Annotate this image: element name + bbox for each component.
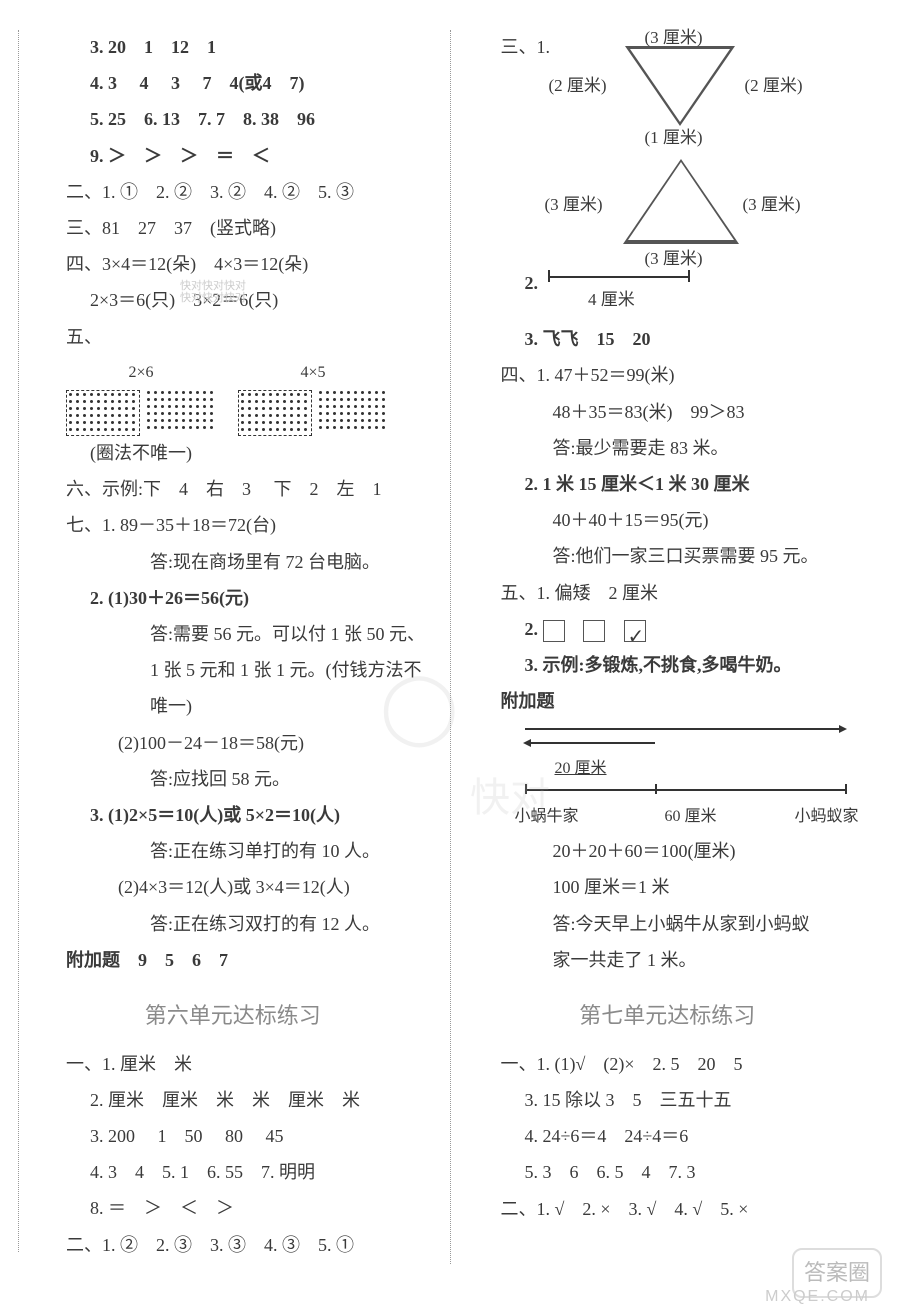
u6-q2: 二、1. ② 2. ③ 3. ③ 4. ③ 5. ① xyxy=(30,1228,436,1262)
ex-label: 60 厘米 xyxy=(665,802,717,832)
ex-label: 小蜗牛家 xyxy=(515,802,579,832)
note: (圈法不唯一) xyxy=(30,436,436,470)
triangle-down-icon xyxy=(625,46,735,126)
u7-q2: 二、1. √ 2. × 3. √ 4. √ 5. × xyxy=(465,1192,871,1226)
ex-conv: 100 厘米＝1 米 xyxy=(465,870,871,904)
seg-label: 4 厘米 xyxy=(588,284,635,316)
triangle-down-diagram: (3 厘米) (2 厘米) (2 厘米) (1 厘米) xyxy=(545,36,871,151)
segment-line-icon xyxy=(548,276,688,278)
triangle-up-icon xyxy=(623,159,739,244)
line-icon xyxy=(525,789,845,791)
dot-grid-group: 2×6 4×5 xyxy=(66,358,436,436)
section-4: 四、3×4＝12(朵) 4×3＝12(朵) xyxy=(30,247,436,281)
watermark-small: 快对快对快对快对快对快对 xyxy=(180,280,246,304)
tri-label: (2 厘米) xyxy=(745,70,803,102)
section-5: 五、 xyxy=(30,320,436,354)
ans-line: (2)100－24－18＝58(元) xyxy=(30,726,436,760)
ex-label: 小蚂蚁家 xyxy=(795,802,859,832)
dot-grid xyxy=(318,390,388,436)
tick-icon xyxy=(688,270,690,282)
section-6: 六、示例:下 4 右 3 下 2 左 1 xyxy=(30,472,436,506)
column-divider xyxy=(450,30,451,1264)
extra: 附加题 9 5 6 7 xyxy=(30,943,436,977)
arrow-left-icon xyxy=(525,742,655,744)
tri-label: (3 厘米) xyxy=(645,243,703,275)
tri-label: (1 厘米) xyxy=(645,122,703,154)
ans-line: 3. 20 1 12 1 xyxy=(30,30,436,64)
u7-line: 4. 24÷6＝4 24÷4＝6 xyxy=(465,1119,871,1153)
ans-line: 答:正在练习双打的有 12 人。 xyxy=(30,907,436,941)
ans-line: 5. 25 6. 13 7. 7 8. 38 96 xyxy=(30,102,436,136)
checkbox-icon xyxy=(583,620,605,642)
tri-label: (3 厘米) xyxy=(743,189,801,221)
u6-line: 4. 3 4 5. 1 6. 55 7. 明明 xyxy=(30,1155,436,1189)
ex-ans: 家一共走了 1 米。 xyxy=(465,943,871,977)
dot-grid xyxy=(238,390,312,436)
r5-3: 3. 示例:多锻炼,不挑食,多喝牛奶。 xyxy=(465,648,871,682)
extra-title: 附加题 xyxy=(465,684,871,718)
u7-line: 一、1. (1)√ (2)× 2. 5 20 5 xyxy=(465,1047,871,1081)
r5-1: 五、1. 偏矮 2 厘米 xyxy=(465,576,871,610)
u6-line: 3. 200 1 50 80 45 xyxy=(30,1119,436,1153)
ans-line: 2. (1)30＋26＝56(元) xyxy=(30,581,436,615)
checkbox-checked-icon xyxy=(624,620,646,642)
page: 3. 20 1 12 1 4. 3 4 3 7 4(或4 7) 5. 25 6.… xyxy=(0,0,900,1284)
dot-grid xyxy=(66,390,140,436)
ex-ans: 答:今天早上小蜗牛从家到小蚂蚁 xyxy=(465,907,871,941)
tick-icon xyxy=(845,784,847,794)
u6-line: 2. 厘米 厘米 米 米 厘米 米 xyxy=(30,1083,436,1117)
label: 2. xyxy=(525,619,539,639)
tri-label: (3 厘米) xyxy=(645,22,703,54)
r3-3: 3. 飞飞 15 20 xyxy=(465,322,871,356)
u7-line: 3. 15 除以 3 5 三五十五 xyxy=(465,1083,871,1117)
u6-line: 8. ＝ ＞ ＜ ＞ xyxy=(30,1191,436,1225)
ans-line: 3. (1)2×5＝10(人)或 5×2＝10(人) xyxy=(30,798,436,832)
ans-line: 答:正在练习单打的有 10 人。 xyxy=(30,834,436,868)
ans-line: 1 张 5 元和 1 张 1 元。(付钱方法不 xyxy=(30,653,436,687)
r4-1b: 48＋35＝83(米) 99＞83 xyxy=(465,395,871,429)
grid-label: 2×6 xyxy=(128,358,153,388)
ans-line: 答:需要 56 元。可以付 1 张 50 元、 xyxy=(30,617,436,651)
u7-line: 5. 3 6 6. 5 4 7. 3 xyxy=(465,1155,871,1189)
tri-label: (2 厘米) xyxy=(549,70,607,102)
footer-url: MXQE.COM xyxy=(765,1282,870,1312)
tri-label: (3 厘米) xyxy=(545,189,603,221)
dot-grid xyxy=(146,390,216,436)
section-7: 七、1. 89－35＋18＝72(台) xyxy=(30,508,436,542)
extra-diagram: 20 厘米 小蜗牛家 60 厘米 小蚂蚁家 xyxy=(525,724,871,834)
right-column: 三、1. (3 厘米) (2 厘米) (2 厘米) (1 厘米) (3 厘米) … xyxy=(455,30,881,1264)
r4-1c: 答:最少需要走 83 米。 xyxy=(465,431,871,465)
grid-label: 4×5 xyxy=(300,358,325,388)
ans-line: 唯一) xyxy=(30,689,436,723)
r4-1: 四、1. 47＋52＝99(米) xyxy=(465,358,871,392)
u6-line: 一、1. 厘米 米 xyxy=(30,1047,436,1081)
ans-line: (2)4×3＝12(人)或 3×4＝12(人) xyxy=(30,870,436,904)
r4-2b: 40＋40＋15＝95(元) xyxy=(465,503,871,537)
unit7-title: 第七单元达标练习 xyxy=(465,995,871,1037)
left-column: 3. 20 1 12 1 4. 3 4 3 7 4(或4 7) 5. 25 6.… xyxy=(20,30,446,1264)
ans-line: 答:应找回 58 元。 xyxy=(30,762,436,796)
tick-icon xyxy=(655,784,657,794)
left-margin-dotted xyxy=(18,30,19,1252)
ans-line: 4. 3 4 3 7 4(或4 7) xyxy=(30,66,436,100)
ans-line: 9. ＞ ＞ ＞ ＝ ＜ xyxy=(30,139,436,173)
section-3: 三、81 27 37 (竖式略) xyxy=(30,211,436,245)
ex-calc: 20＋20＋60＝100(厘米) xyxy=(465,834,871,868)
triangle-up-diagram: (3 厘米) (3 厘米) (3 厘米) xyxy=(545,151,871,266)
section-2: 二、1. ① 2. ② 3. ② 4. ② 5. ③ xyxy=(30,175,436,209)
unit6-title: 第六单元达标练习 xyxy=(30,995,436,1037)
ans-line: 答:现在商场里有 72 台电脑。 xyxy=(30,545,436,579)
label: 2. xyxy=(525,266,539,300)
r4-2c: 答:他们一家三口买票需要 95 元。 xyxy=(465,539,871,573)
r5-2: 2. xyxy=(465,612,871,646)
ex-label: 20 厘米 xyxy=(555,754,607,784)
checkbox-icon xyxy=(543,620,565,642)
r4-2: 2. 1 米 15 厘米＜1 米 30 厘米 xyxy=(465,467,871,501)
arrow-right-icon xyxy=(525,728,845,730)
tick-icon xyxy=(548,270,550,282)
